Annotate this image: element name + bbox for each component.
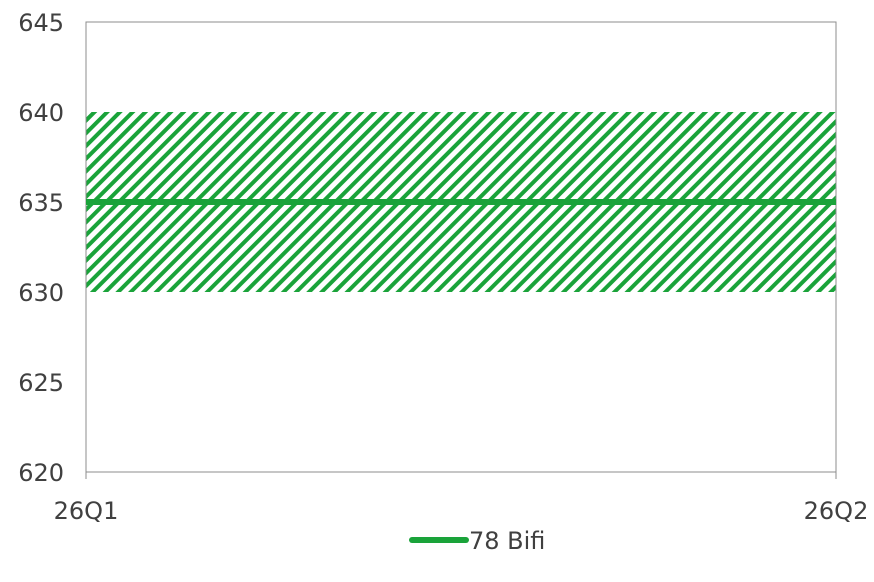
legend-label: 78 Bifi (469, 527, 545, 555)
y-tick-label: 630 (18, 279, 64, 307)
plot-frame (85, 21, 837, 473)
y-tick-label: 625 (18, 369, 64, 397)
y-tick-label: 640 (18, 99, 64, 127)
y-tick-label: 635 (18, 189, 64, 217)
x-tick-label: 26Q2 (804, 497, 869, 525)
y-tick-label: 620 (18, 459, 64, 487)
x-tick-label: 26Q1 (54, 497, 119, 525)
y-tick-label: 645 (18, 9, 64, 37)
